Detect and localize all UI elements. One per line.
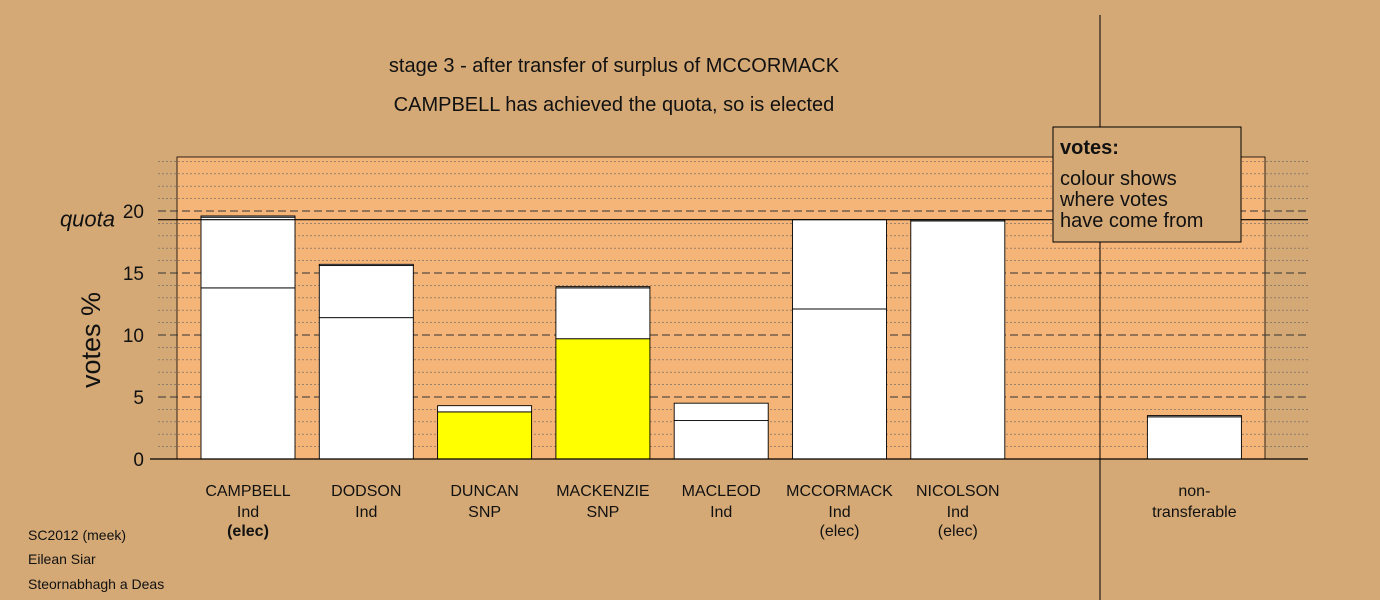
x-label-party: transferable: [1152, 504, 1237, 521]
bar-segment: [910, 220, 1006, 460]
y-axis-label: votes %: [76, 292, 106, 388]
x-label-party: SNP: [468, 504, 501, 521]
x-label-name: MCCORMACK: [786, 483, 893, 500]
y-tick-label: 10: [123, 326, 144, 347]
bar-segment: [555, 286, 651, 289]
x-labels: CAMPBELL Ind (elec) DODSON Ind DUNCAN SNP MACKE…: [205, 483, 1236, 540]
x-label-party: Ind: [828, 504, 850, 521]
bar-segment: [1146, 416, 1242, 460]
bars: [200, 215, 1242, 460]
bar-segment: [318, 265, 414, 319]
y-tick-label: 5: [133, 388, 144, 409]
x-label-party: Ind: [710, 504, 732, 521]
bar-segment: [200, 215, 296, 218]
bar-segment: [318, 317, 414, 460]
bar-segment: [673, 402, 769, 422]
legend-line: have come from: [1060, 210, 1203, 232]
x-label-status: (elec): [938, 523, 978, 540]
x-label-status: (elec): [227, 523, 269, 540]
legend-line: colour shows: [1060, 168, 1177, 190]
legend-box: [1052, 126, 1242, 243]
bar-segment: [792, 308, 887, 460]
bar-segment: [555, 338, 651, 460]
bar-segment: [1146, 415, 1242, 418]
y-tick-label: 15: [123, 264, 144, 285]
footer-line: SC2012 (meek): [28, 527, 126, 543]
x-label-name: DUNCAN: [450, 483, 518, 500]
chart-title: stage 3 - after transfer of surplus of M…: [389, 55, 840, 77]
y-tick-label: 20: [123, 202, 144, 223]
x-label-party: Ind: [355, 504, 377, 521]
x-label-name: CAMPBELL: [205, 483, 290, 500]
y-tick-label: 0: [133, 450, 144, 471]
x-label-name: MACLEOD: [682, 483, 761, 500]
x-label-party: Ind: [947, 504, 969, 521]
x-label-name: MACKENZIE: [556, 483, 649, 500]
footer-line: Eilean Siar: [28, 551, 96, 567]
bar-segment: [437, 405, 533, 413]
bar-segment: [200, 216, 296, 289]
bar-segment: [555, 287, 651, 340]
x-label-status: (elec): [819, 523, 859, 540]
x-label-name: NICOLSON: [916, 483, 1000, 500]
y-ticks: 0 5 10 15 20: [123, 202, 144, 471]
x-label-party: Ind: [237, 504, 259, 521]
bar-segment: [200, 287, 296, 460]
legend: votes: colour shows where votes have com…: [1052, 126, 1242, 243]
bar-segment: [318, 263, 414, 267]
bar-segment: [673, 420, 769, 460]
bar-segment: [437, 411, 533, 460]
legend-line: where votes: [1059, 189, 1168, 211]
bar-segment: [792, 219, 887, 310]
chart-subtitle: CAMPBELL has achieved the quota, so is e…: [394, 94, 835, 116]
quota-label: quota: [60, 207, 115, 232]
footer: SC2012 (meek) Eilean Siar Steornabhagh a…: [28, 527, 164, 592]
legend-heading: votes:: [1060, 137, 1119, 159]
x-label-party: SNP: [586, 504, 619, 521]
x-label-name: non-: [1178, 483, 1210, 500]
x-label-name: DODSON: [331, 483, 401, 500]
footer-line: Steornabhagh a Deas: [28, 576, 164, 592]
